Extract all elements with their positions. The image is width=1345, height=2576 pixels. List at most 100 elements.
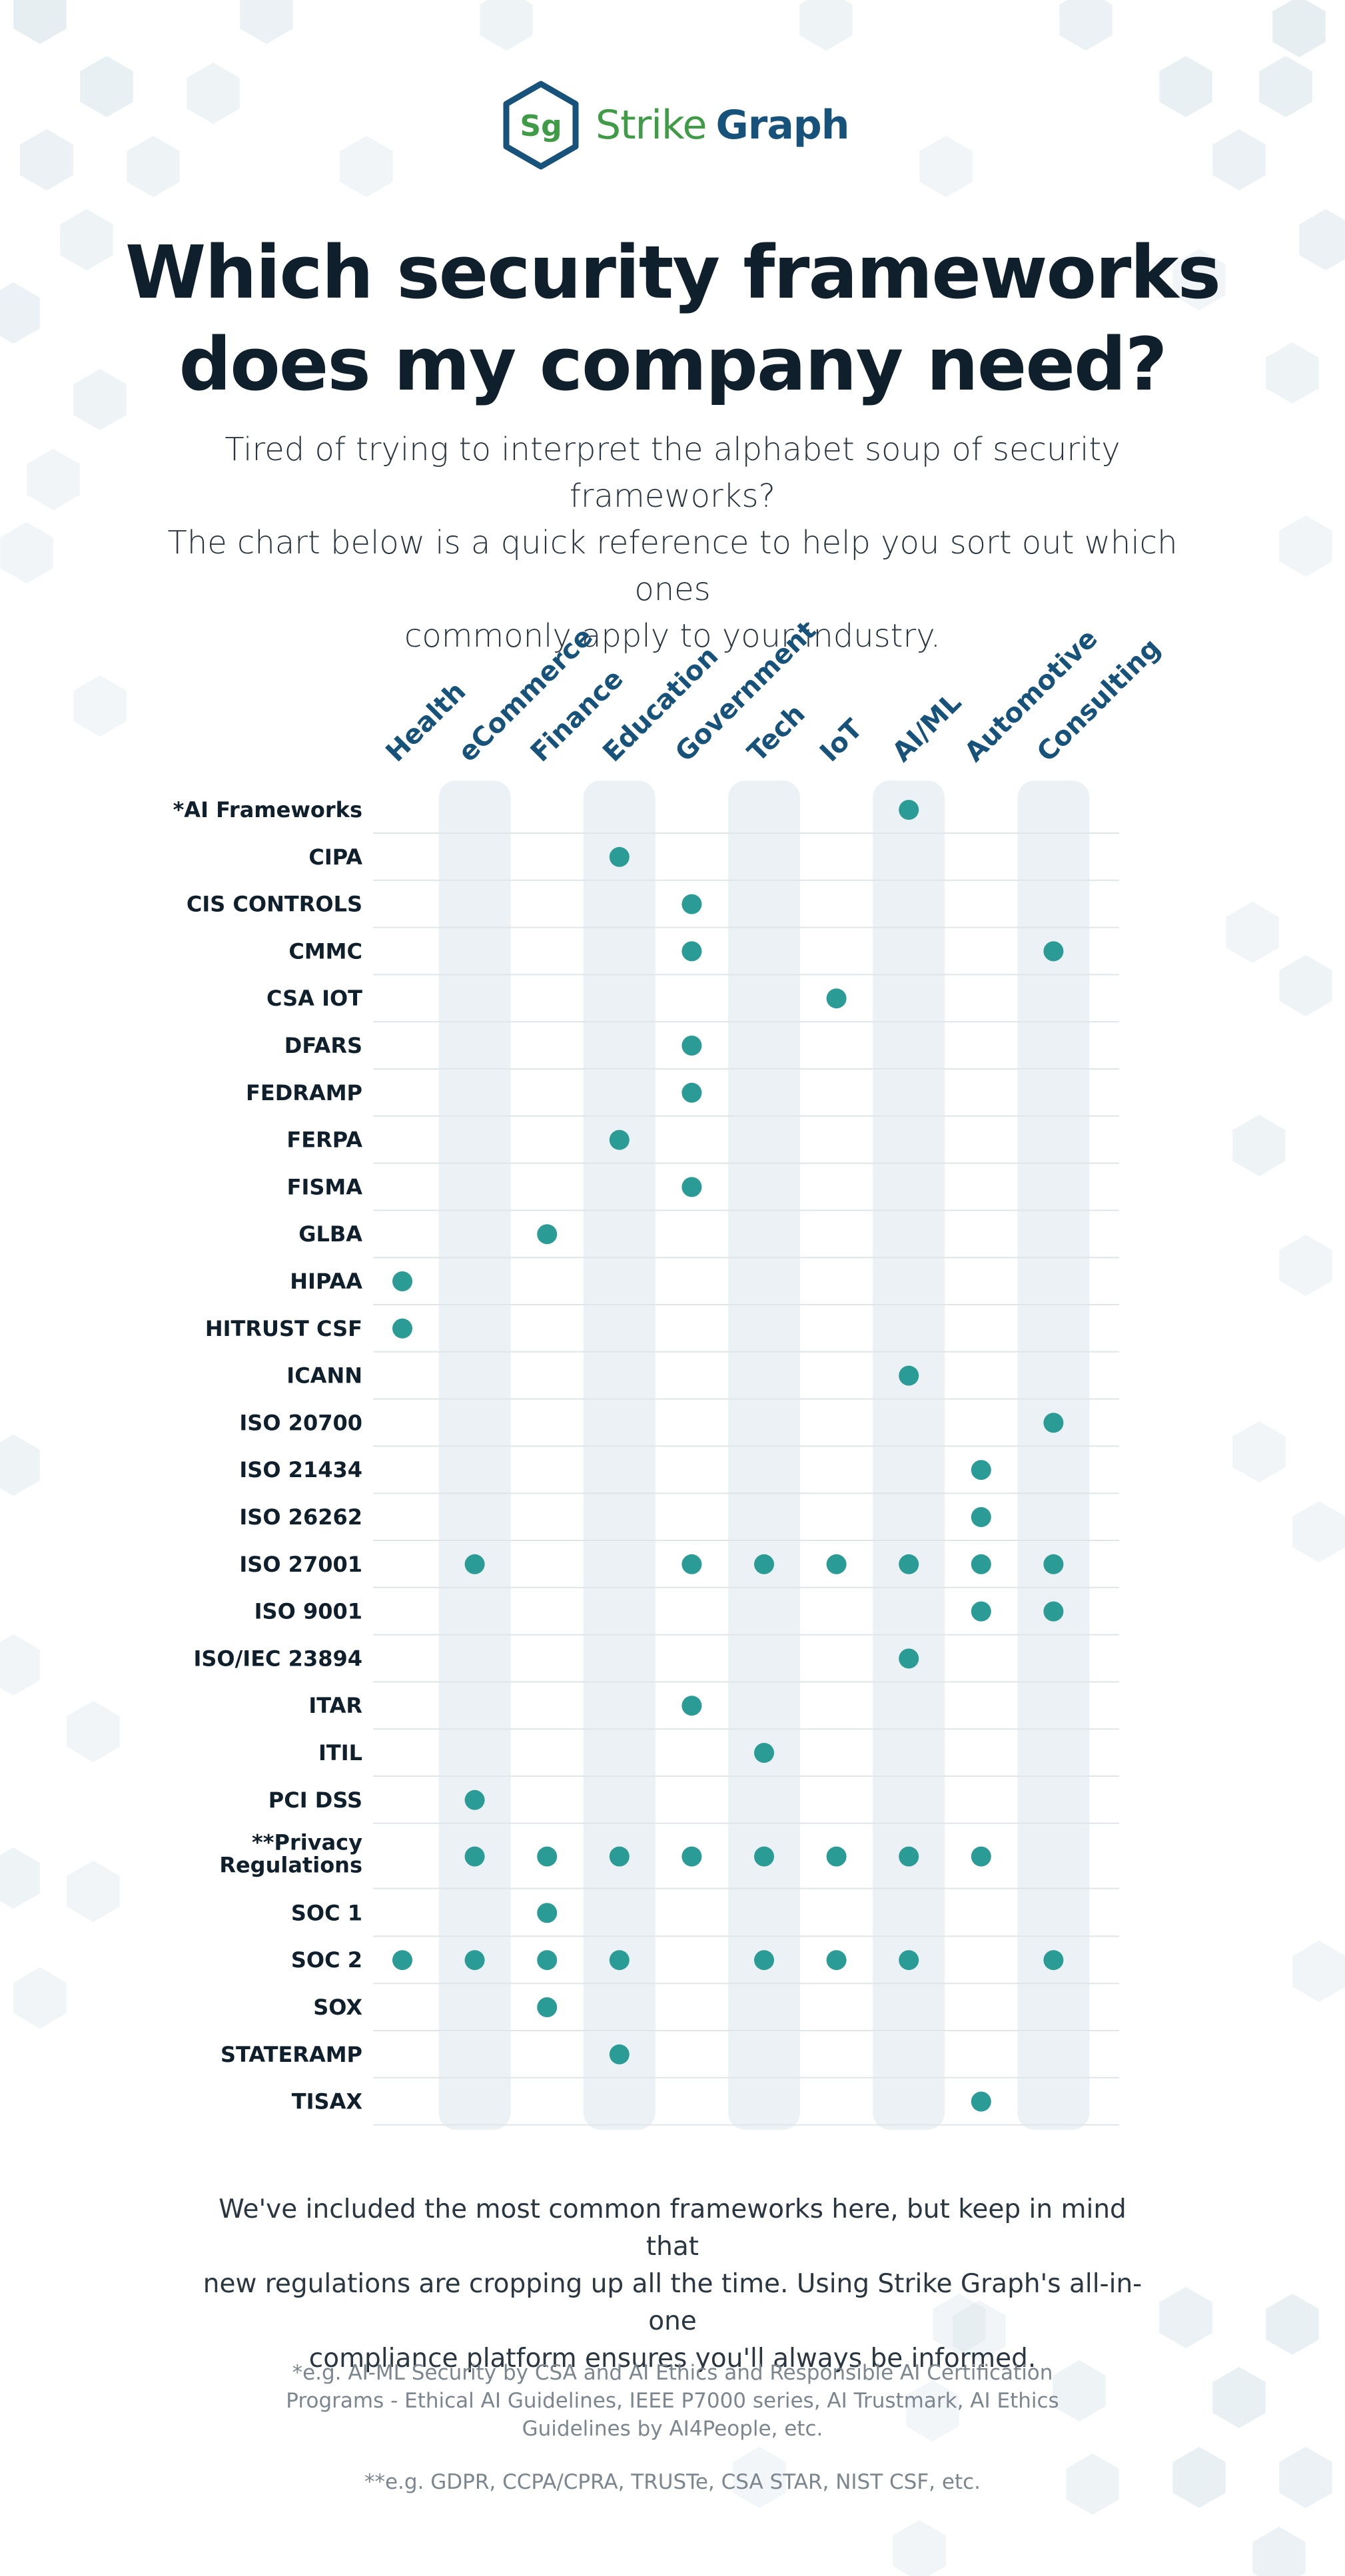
dot-hipaa-health xyxy=(392,1271,412,1291)
background-hexagon xyxy=(187,63,240,124)
brand-name-strike: Strike xyxy=(596,102,707,149)
background-hexagon xyxy=(13,1967,67,2029)
dot-soc-2-finance xyxy=(537,1950,558,1971)
brand-name-graph: Graph xyxy=(715,102,849,149)
column-band xyxy=(438,781,511,2130)
footnote-privacy-regulations: **e.g. GDPR, CCPA/CPRA, TRUSTe, CSA STAR… xyxy=(364,2470,981,2494)
background-hexagon xyxy=(1292,1501,1345,1562)
row-label-iso-9001: ISO 9001 xyxy=(254,1599,362,1624)
row-labels: *AI Frameworks CIPA CIS CONTROLS CMMC CSA IO… xyxy=(173,797,363,2114)
background-hexagon xyxy=(1299,209,1345,270)
background-hexagon xyxy=(1212,2367,1266,2428)
dot-ferpa-education xyxy=(609,1129,630,1150)
column-header-tech: Tech xyxy=(742,699,811,768)
row-label-cis-controls: CIS CONTROLS xyxy=(187,892,362,917)
background-hexagon xyxy=(0,522,53,583)
row-label-iso-iec-23894: ISO/IEC 23894 xyxy=(193,1646,362,1671)
dot-iso-26262-automotive xyxy=(971,1507,991,1527)
background-hexagon xyxy=(73,369,127,430)
footer-line-3: compliance platform ensures you'll alway… xyxy=(308,2344,1037,2374)
row-label-iso-21434: ISO 21434 xyxy=(239,1457,362,1482)
row-label-stateramp: STATERAMP xyxy=(221,2042,362,2067)
row-label-csa-iot: CSA IOT xyxy=(266,986,362,1011)
dot-iso-27001-automotive xyxy=(971,1554,991,1574)
background-hexagon xyxy=(1266,342,1319,404)
row-label-glba: GLBA xyxy=(298,1221,362,1247)
dot-privacy-regulations-finance xyxy=(537,1846,558,1867)
row-label-soc-2: SOC 2 xyxy=(291,1947,362,1973)
applicability-dots xyxy=(392,800,1064,2112)
background-hexagon xyxy=(1252,2527,1306,2576)
title-line-2: does my company need? xyxy=(179,322,1167,407)
dot-soc-2-health xyxy=(392,1950,412,1971)
dot-iso-27001-government xyxy=(681,1554,702,1574)
subtitle-line-2: The chart below is a quick reference to … xyxy=(167,524,1178,608)
row-label-itil: ITIL xyxy=(318,1740,362,1766)
column-band xyxy=(873,781,945,2130)
dot-iso-27001-ai-ml xyxy=(899,1554,919,1574)
dot-soc-2-tech xyxy=(754,1950,774,1971)
background-hexagon xyxy=(1172,249,1226,310)
note1-line-2: Programs - Ethical AI Guidelines, IEEE P… xyxy=(286,2389,1059,2413)
background-hexagon xyxy=(13,0,67,44)
row-dividers xyxy=(373,832,1119,2126)
dot-fedramp-government xyxy=(681,1082,702,1103)
column-band xyxy=(1017,781,1090,2130)
dot-privacy-regulations-ecommerce xyxy=(464,1846,485,1867)
background-hexagon xyxy=(1066,2453,1119,2515)
row-label-dfars: DFARS xyxy=(284,1033,362,1058)
dot-privacy-regulations-ai-ml xyxy=(899,1846,919,1867)
background-hexagon xyxy=(0,1847,40,1909)
dot-privacy-regulations-automotive xyxy=(971,1846,991,1867)
footer-text: We've included the most common framework… xyxy=(200,2191,1145,2378)
column-header-iot: IoT xyxy=(814,713,869,768)
background-hexagon xyxy=(73,675,127,737)
background-hexagon xyxy=(1266,2294,1319,2355)
background-hexagon xyxy=(340,136,393,197)
background-hexagon xyxy=(0,282,40,344)
dot-iso-9001-automotive xyxy=(971,1601,991,1622)
dot-privacy-regulations-tech xyxy=(754,1846,774,1867)
dot-soc-2-consulting xyxy=(1043,1950,1064,1971)
row-label-cmmc: CMMC xyxy=(288,938,362,964)
dot-iso-21434-automotive xyxy=(971,1460,991,1480)
dot-sox-finance xyxy=(537,1997,558,2017)
background-hexagon xyxy=(906,2380,959,2441)
dot-dfars-government xyxy=(681,1036,702,1056)
background-hexagon xyxy=(0,1634,40,1696)
dot-stateramp-education xyxy=(609,2044,630,2065)
background-hexagon xyxy=(1159,56,1212,117)
column-headers: HealtheCommerceFinanceEducationGovernmen… xyxy=(380,615,1167,768)
brand-name: Strike Graph xyxy=(596,102,849,149)
dot-cis-controls-government xyxy=(681,894,702,914)
dot-ai-frameworks-ai-ml xyxy=(899,800,919,820)
column-header-health: Health xyxy=(380,676,472,768)
page-subtitle: Tired of trying to interpret the alphabe… xyxy=(133,426,1212,659)
background-hexagon xyxy=(933,2294,986,2355)
background-hexagon xyxy=(953,2300,1006,2362)
dot-glba-finance xyxy=(537,1224,558,1245)
dot-soc-1-finance xyxy=(537,1903,558,1923)
background-hexagon xyxy=(1272,0,1326,57)
dot-iso-27001-iot xyxy=(826,1554,847,1574)
dot-iso-9001-consulting xyxy=(1043,1601,1064,1622)
footer-line-1: We've included the most common framework… xyxy=(219,2194,1126,2262)
dot-iso-iec-23894-ai-ml xyxy=(899,1648,919,1669)
row-label-iso-27001: ISO 27001 xyxy=(239,1552,362,1577)
row-label-tisax: TISAX xyxy=(292,2089,363,2114)
footer-line-2: new regulations are cropping up all the … xyxy=(203,2269,1142,2336)
strike-graph-logo-icon: Sg xyxy=(503,81,579,170)
row-label-hipaa: HIPAA xyxy=(290,1269,362,1294)
background-hexagon xyxy=(60,209,113,270)
dot-iso-20700-consulting xyxy=(1043,1413,1064,1433)
column-band xyxy=(728,781,800,2130)
title-line-1: Which security frameworks xyxy=(125,230,1221,315)
background-hexagon xyxy=(1292,1941,1345,2002)
background-hexagon xyxy=(1053,2360,1106,2421)
dot-soc-2-iot xyxy=(826,1950,847,1971)
dot-privacy-regulations-government xyxy=(681,1846,702,1867)
row-label-ai-frameworks: *AI Frameworks xyxy=(173,797,362,822)
background-hexagon xyxy=(80,56,133,117)
background-hexagon xyxy=(1259,56,1312,117)
